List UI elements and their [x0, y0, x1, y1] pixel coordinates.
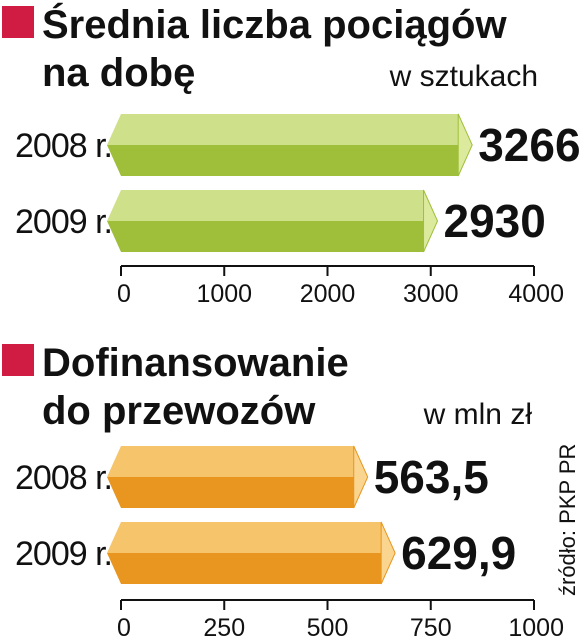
chart1-value-1: 2930 — [444, 195, 546, 247]
chart2-tick-label-3: 750 — [410, 614, 452, 640]
chart2-category-0: 2008 r. — [15, 459, 112, 497]
chart2-value-1: 629,9 — [401, 527, 516, 579]
chart2-bar-1-cap — [380, 521, 396, 585]
chart1-category-0: 2008 r. — [15, 127, 112, 165]
chart2-category-1: 2009 r. — [15, 535, 112, 573]
chart1-tick-label-4: 4000 — [508, 280, 564, 308]
chart2-tick-label-4: 1000 — [508, 614, 564, 640]
chart2-tick-label-0: 0 — [117, 614, 131, 640]
chart1-title-line1: Średnia liczba pociągów — [42, 1, 507, 47]
chart1-bar-0-cap — [457, 113, 473, 177]
chart1-tick-label-2: 2000 — [300, 280, 356, 308]
chart1-tick-label-3: 3000 — [403, 280, 459, 308]
chart2-tick-label-2: 500 — [307, 614, 349, 640]
chart2-tick-label-1: 250 — [203, 614, 245, 640]
chart2-bar-0-upper — [107, 446, 354, 477]
chart2-value-0: 563,5 — [374, 451, 489, 503]
chart1-tick-label-1: 1000 — [196, 280, 252, 308]
chart1-title-marker — [2, 6, 34, 38]
chart1-category-1: 2009 r. — [15, 203, 112, 241]
chart1-bar-1-cap — [423, 189, 439, 253]
chart2-title-line1: Dofinansowanie — [42, 341, 349, 385]
chart1-value-0: 3266 — [478, 119, 579, 171]
chart1-bar-1-upper — [107, 190, 424, 221]
chart2-unit-label: w mln zł — [423, 398, 533, 431]
chart2-title-marker — [2, 344, 34, 376]
chart1-bar-0-upper — [107, 114, 459, 145]
chart2-bar-0-cap — [353, 445, 369, 509]
chart2-bar-0-lower — [107, 477, 354, 508]
chart1-bar-0-lower — [107, 145, 459, 176]
chart1-bar-1-lower — [107, 221, 424, 252]
chart2-bar-1-lower — [107, 553, 382, 584]
chart1-title-line2: na dobę — [42, 51, 195, 95]
chart1-unit-label: w sztukach — [389, 60, 538, 93]
chart2-title-line2: do przewozów — [42, 389, 316, 433]
source-label: źródło: PKP PR — [555, 444, 579, 596]
chart1-tick-label-0: 0 — [117, 280, 131, 308]
chart2-bar-1-upper — [107, 522, 382, 553]
